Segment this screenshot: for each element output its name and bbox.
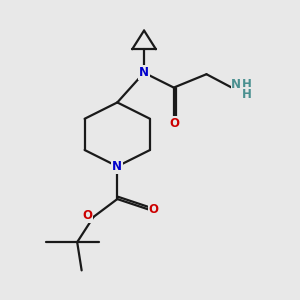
Text: O: O	[170, 117, 180, 130]
Text: N: N	[231, 77, 241, 91]
Text: N: N	[139, 66, 149, 79]
Text: H: H	[242, 77, 252, 91]
Text: O: O	[149, 203, 159, 216]
Text: H: H	[242, 88, 252, 100]
Text: N: N	[112, 160, 122, 173]
Text: O: O	[82, 209, 92, 223]
